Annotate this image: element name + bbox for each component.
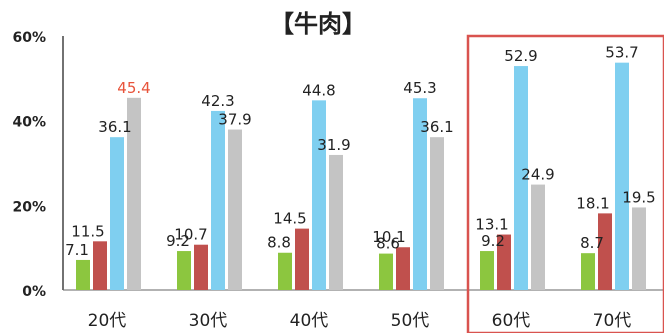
value-label: 37.9 (218, 111, 251, 129)
value-label: 14.5 (273, 210, 306, 228)
bar-50代-2 (413, 98, 427, 290)
value-label: 31.9 (317, 136, 350, 154)
bar-20代-0 (76, 259, 90, 290)
bar-60代-0 (480, 251, 494, 290)
value-label: 8.7 (580, 234, 604, 252)
category-label-50代: 50代 (391, 311, 430, 331)
value-label: 7.1 (65, 241, 89, 259)
bar-20代-3 (127, 97, 141, 290)
bar-70代-1 (598, 213, 612, 290)
category-label-40代: 40代 (290, 311, 329, 331)
value-label: 44.8 (302, 81, 335, 99)
value-label: 13.1 (475, 216, 508, 234)
bar-30代-3 (228, 129, 242, 290)
value-label: 36.1 (98, 118, 131, 136)
value-label: 10.1 (372, 228, 405, 246)
bar-20代-1 (93, 241, 107, 290)
value-label: 8.6 (376, 235, 400, 253)
value-label: 52.9 (504, 47, 537, 65)
value-labels-layer: 7.111.536.145.49.210.742.337.98.814.544.… (65, 44, 656, 259)
bar-20代-2 (110, 137, 124, 290)
bar-70代-2 (615, 62, 629, 290)
value-label: 10.7 (174, 226, 207, 244)
category-label-30代: 30代 (189, 311, 228, 331)
highlight-box (466, 34, 664, 333)
value-label: 24.9 (521, 166, 554, 184)
category-label-60代: 60代 (492, 311, 531, 331)
value-label: 53.7 (605, 44, 638, 62)
y-tick-label: 60% (12, 30, 46, 46)
bar-30代-1 (194, 244, 208, 290)
value-label: 42.3 (201, 92, 234, 110)
bars-layer (76, 62, 646, 291)
bar-40代-1 (295, 228, 309, 290)
bar-40代-3 (329, 154, 343, 290)
value-label: 11.5 (71, 222, 104, 240)
bar-50代-0 (379, 253, 393, 290)
bar-60代-1 (497, 234, 511, 290)
y-tick-label: 20% (12, 199, 46, 215)
value-label: 18.1 (576, 194, 609, 212)
y-tick-label: 0% (22, 284, 46, 300)
bar-60代-3 (531, 184, 545, 290)
y-axis-ticks: 0% 20% 40% 60% (12, 30, 46, 300)
value-label: 45.3 (403, 79, 436, 97)
y-tick-label: 40% (12, 115, 46, 131)
value-label: 45.4 (117, 79, 150, 97)
category-labels-layer: 20代 30代 40代 50代 60代 70代 (88, 311, 632, 331)
bar-60代-2 (514, 66, 528, 290)
chart-title: 【牛肉】 (270, 10, 366, 38)
category-label-70代: 70代 (593, 311, 632, 331)
value-label: 9.2 (481, 232, 505, 250)
bar-40代-0 (278, 252, 292, 290)
bar-30代-2 (211, 110, 225, 291)
value-label: 36.1 (420, 118, 453, 136)
bar-50代-1 (396, 247, 410, 290)
value-label: 19.5 (622, 188, 655, 206)
bar-70代-3 (632, 207, 646, 290)
bar-50代-3 (430, 137, 444, 290)
bar-70代-0 (581, 253, 595, 290)
category-label-20代: 20代 (88, 311, 127, 331)
bar-40代-2 (312, 100, 326, 290)
value-label: 8.8 (267, 234, 291, 252)
value-label: 9.2 (166, 232, 190, 250)
bar-30代-0 (177, 251, 191, 290)
